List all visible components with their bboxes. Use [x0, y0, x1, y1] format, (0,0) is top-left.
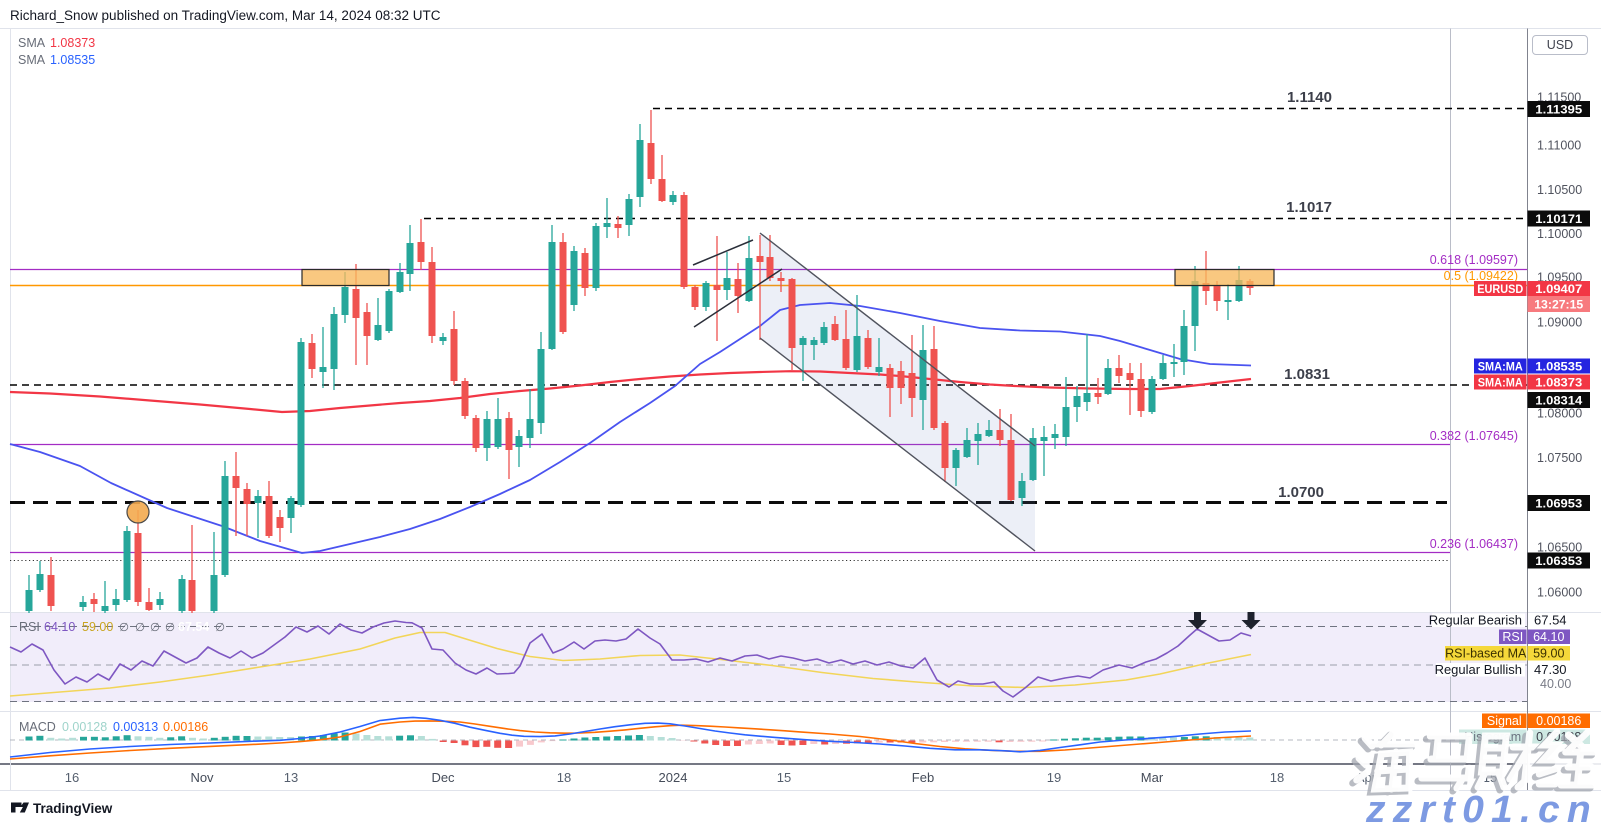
svg-text:0.5 (1.09422): 0.5 (1.09422)	[1444, 269, 1518, 283]
svg-text:Richard_Snow published on Trad: Richard_Snow published on TradingView.co…	[10, 8, 441, 23]
svg-text:∅: ∅	[165, 622, 175, 634]
svg-text:1.08373: 1.08373	[1535, 375, 1582, 389]
svg-text:64.10: 64.10	[1533, 630, 1564, 644]
svg-text:1.10500: 1.10500	[1537, 183, 1582, 197]
svg-text:0.618 (1.09597): 0.618 (1.09597)	[1430, 253, 1518, 267]
svg-text:RSI: RSI	[1502, 630, 1523, 644]
svg-text:1.0700: 1.0700	[1278, 484, 1324, 501]
svg-text:1.06000: 1.06000	[1537, 586, 1582, 600]
svg-text:1.10171: 1.10171	[1535, 212, 1582, 226]
svg-text:59.00: 59.00	[1533, 647, 1564, 661]
svg-text:13:27:15: 13:27:15	[1534, 297, 1583, 311]
svg-text:1.11395: 1.11395	[1535, 102, 1582, 116]
svg-text:67.54: 67.54	[178, 620, 209, 634]
svg-text:1.07500: 1.07500	[1537, 451, 1582, 465]
svg-text:SMA:MA: SMA:MA	[1478, 375, 1523, 389]
svg-text:1.06500: 1.06500	[1537, 541, 1582, 555]
svg-text:Feb: Feb	[912, 770, 934, 785]
svg-text:0.00186: 0.00186	[1536, 714, 1581, 728]
svg-text:0.236 (1.06437): 0.236 (1.06437)	[1430, 537, 1518, 551]
svg-text:0.00128: 0.00128	[62, 720, 107, 734]
svg-text:1.06353: 1.06353	[1535, 554, 1582, 568]
svg-text:Dec: Dec	[431, 770, 455, 785]
svg-text:1.08535: 1.08535	[1535, 359, 1582, 373]
svg-text:SMA: SMA	[18, 36, 46, 50]
svg-text:13: 13	[284, 770, 298, 785]
svg-text:64.10: 64.10	[44, 620, 75, 634]
svg-text:1.0831: 1.0831	[1284, 366, 1330, 383]
svg-text:0.00186: 0.00186	[163, 720, 208, 734]
svg-text:1.11000: 1.11000	[1537, 139, 1581, 153]
svg-text:1.09000: 1.09000	[1537, 316, 1582, 330]
svg-text:18: 18	[557, 770, 571, 785]
svg-text:∅: ∅	[119, 622, 129, 634]
svg-text:2024: 2024	[659, 770, 688, 785]
svg-text:67.54: 67.54	[1534, 613, 1567, 628]
svg-text:0.00313: 0.00313	[113, 720, 158, 734]
svg-text:∅: ∅	[215, 622, 225, 634]
svg-text:40.00: 40.00	[1540, 677, 1571, 691]
svg-text:1.10000: 1.10000	[1537, 227, 1582, 241]
svg-text:Regular Bullish: Regular Bullish	[1435, 662, 1522, 677]
svg-text:1.08373: 1.08373	[50, 36, 95, 50]
svg-text:0.382 (1.07645): 0.382 (1.07645)	[1430, 429, 1518, 443]
svg-text:Regular Bearish: Regular Bearish	[1429, 613, 1522, 628]
svg-text:1.08535: 1.08535	[50, 53, 95, 67]
svg-text:∅: ∅	[135, 622, 145, 634]
svg-text:EURUSD: EURUSD	[1477, 282, 1523, 296]
svg-text:1.1017: 1.1017	[1286, 199, 1332, 216]
svg-text:RSI-based MA: RSI-based MA	[1445, 647, 1527, 661]
svg-text:47.30: 47.30	[1534, 662, 1567, 677]
svg-text:Mar: Mar	[1141, 770, 1164, 785]
svg-text:SMA: SMA	[18, 53, 46, 67]
svg-text:1.09407: 1.09407	[1535, 282, 1582, 296]
svg-text:18: 18	[1270, 770, 1284, 785]
svg-text:1.08314: 1.08314	[1535, 393, 1582, 407]
svg-text:∅: ∅	[150, 622, 160, 634]
svg-text:1.08000: 1.08000	[1537, 407, 1582, 421]
svg-text:RSI: RSI	[19, 620, 40, 634]
svg-text:1.06953: 1.06953	[1535, 496, 1582, 510]
svg-text:59.00: 59.00	[82, 620, 113, 634]
svg-text:zzrt01.cn: zzrt01.cn	[1365, 789, 1598, 827]
svg-text:15: 15	[777, 770, 791, 785]
svg-text:1.1140: 1.1140	[1287, 89, 1332, 106]
svg-text:Nov: Nov	[190, 770, 214, 785]
svg-text:19: 19	[1047, 770, 1061, 785]
svg-text:MACD: MACD	[19, 720, 56, 734]
svg-text:USD: USD	[1547, 38, 1573, 52]
svg-text:TradingView: TradingView	[33, 801, 113, 816]
svg-text:SMA:MA: SMA:MA	[1478, 359, 1523, 373]
svg-text:Signal: Signal	[1487, 714, 1522, 728]
svg-text:16: 16	[65, 770, 79, 785]
